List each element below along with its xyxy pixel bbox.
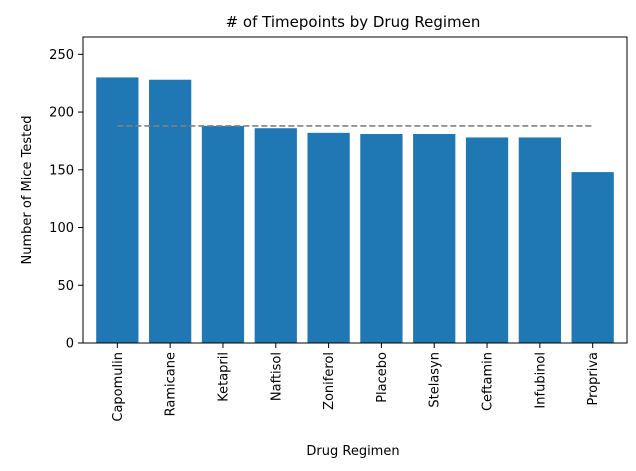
x-tick-label-ceftamin: Ceftamin [481,352,496,411]
y-tick-label-150: 150 [49,163,74,178]
x-tick-label-zoniferol: Zoniferol [322,352,337,410]
y-tick-label-0: 0 [66,337,74,352]
y-tick-label-200: 200 [49,106,74,121]
bar-capomulin [96,77,138,343]
x-tick-label-infubinol: Infubinol [533,352,548,409]
x-axis-label: Drug Regimen [306,444,399,459]
bar-ketapril [202,126,244,343]
bar-naftisol [255,128,297,343]
x-ticks-group: Capomulin Ramicane Ketapril Naftisol Zonifer… [111,343,601,422]
y-tick-label-100: 100 [49,221,74,236]
x-tick-label-naftisol: Naftisol [269,352,284,401]
y-axis-label: Number of Mice Tested [20,116,35,265]
y-tick-label-50: 50 [57,279,74,294]
bar-stelasyn [413,134,455,343]
bar-zoniferol [307,133,349,343]
x-tick-label-placebo: Placebo [375,352,390,403]
x-tick-label-capomulin: Capomulin [111,352,126,422]
bar-ceftamin [466,137,508,343]
x-tick-label-propriva: Propriva [586,352,601,406]
bar-infubinol [519,137,561,343]
y-tick-label-250: 250 [49,48,74,63]
x-tick-label-ketapril: Ketapril [216,352,231,402]
bar-placebo [360,134,402,343]
x-tick-label-stelasyn: Stelasyn [428,352,443,408]
chart-title: # of Timepoints by Drug Regimen [226,13,481,31]
y-ticks-group: 0 50 100 150 200 250 [49,48,83,352]
bar-ramicane [149,80,191,343]
x-tick-label-ramicane: Ramicane [164,352,179,416]
bars-group [96,77,614,343]
bar-propriva [572,172,614,343]
